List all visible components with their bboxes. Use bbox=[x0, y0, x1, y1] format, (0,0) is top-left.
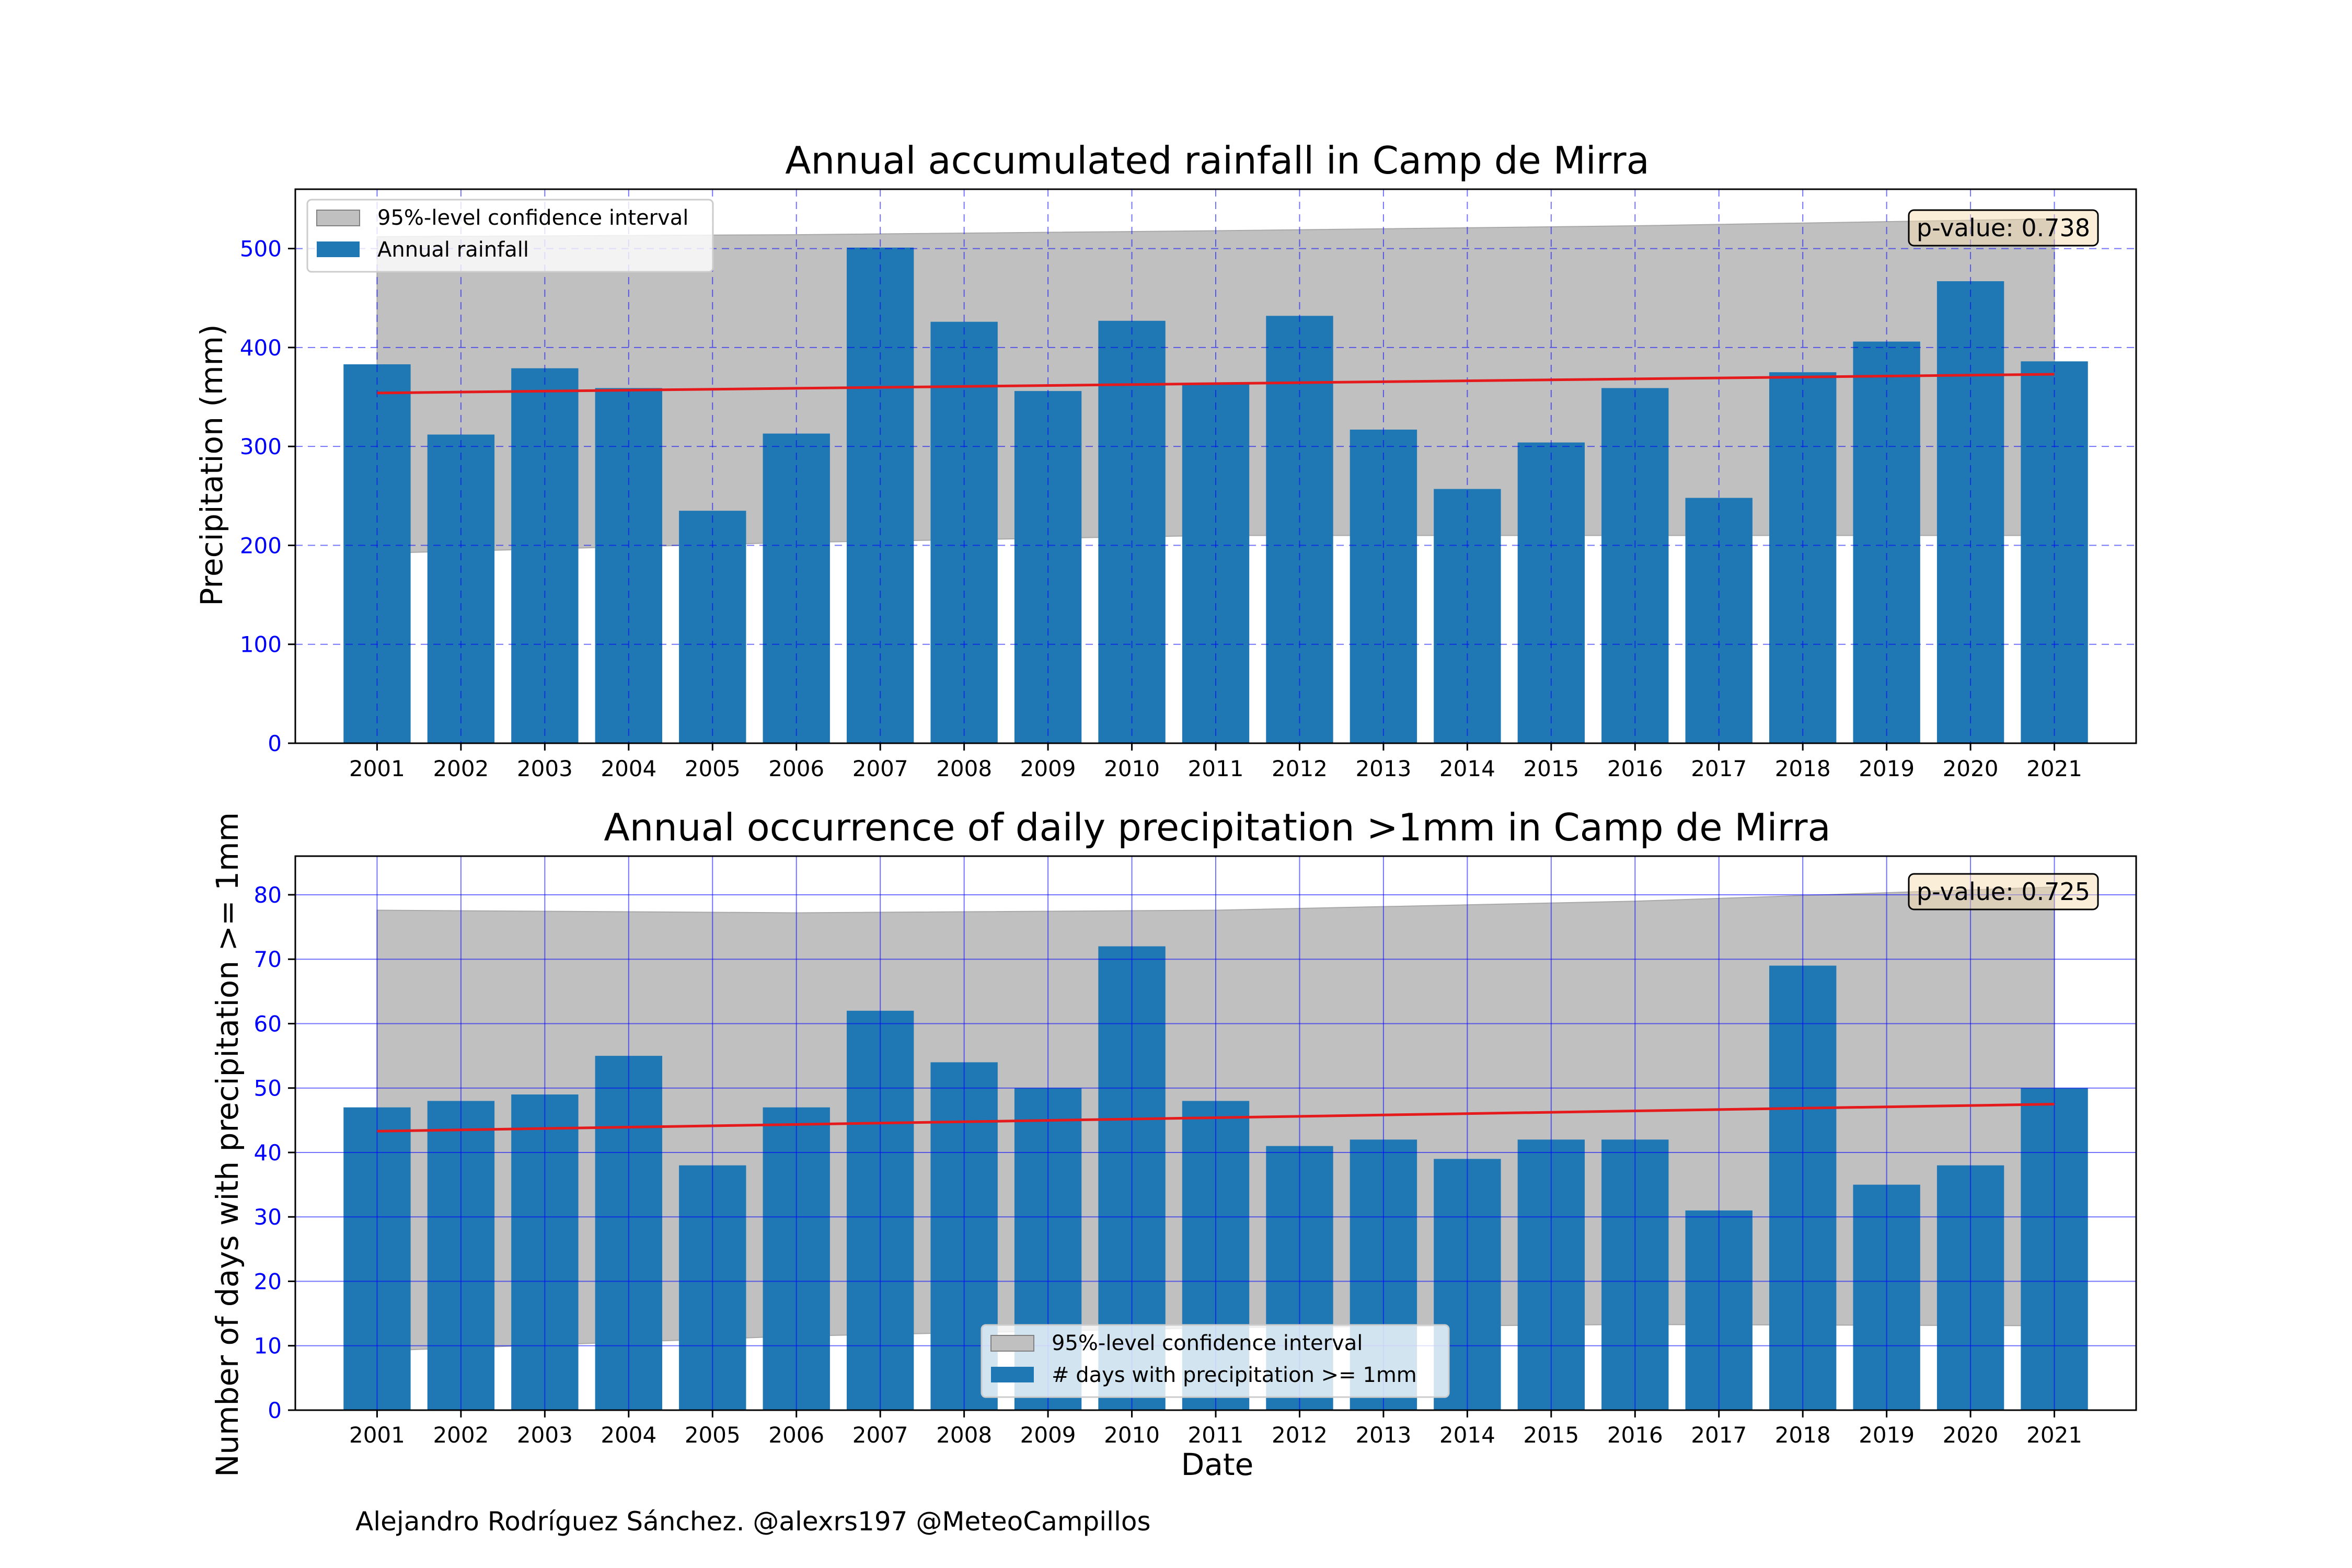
x-tick-label: 2002 bbox=[433, 1422, 489, 1448]
trend-line bbox=[377, 1103, 2055, 1133]
x-tick-label: 2012 bbox=[1272, 1422, 1328, 1448]
legend-swatch-bars bbox=[317, 241, 360, 257]
x-tick-label: 2007 bbox=[852, 756, 908, 781]
x-tick-label: 2005 bbox=[685, 1422, 741, 1448]
x-tick-label: 2019 bbox=[1859, 1422, 1915, 1448]
legend: 95%-level confidence interval Annual rai… bbox=[306, 199, 714, 273]
legend-bars-label: # days with precipitation >= 1mm bbox=[1052, 1363, 1417, 1387]
y-tick-label: 100 bbox=[240, 632, 282, 658]
legend-box bbox=[981, 1324, 1450, 1398]
p-value-label: p-value: 0.725 bbox=[1917, 878, 2090, 906]
x-tick-label: 2021 bbox=[2026, 1422, 2082, 1448]
p-value-label: p-value: 0.738 bbox=[1917, 214, 2090, 242]
x-tick-label: 2018 bbox=[1775, 1422, 1831, 1448]
x-tick-label: 2019 bbox=[1859, 756, 1915, 781]
trend-line-segment bbox=[377, 1103, 2055, 1133]
trend-line-segment bbox=[377, 373, 2055, 395]
legend-band-label: 95%-level confidence interval bbox=[1052, 1331, 1363, 1355]
x-tick-label: 2003 bbox=[517, 756, 573, 781]
x-tick-label: 2011 bbox=[1188, 756, 1244, 781]
x-tick-label: 2020 bbox=[1943, 756, 1999, 781]
x-tick-label: 2008 bbox=[936, 1422, 992, 1448]
x-ticks: 2001 2002 2003 2004 2005 2006 2007 2008 2009 2010… bbox=[349, 743, 2082, 781]
legend-box bbox=[306, 199, 714, 273]
x-tick-label: 2009 bbox=[1020, 756, 1076, 781]
bars bbox=[343, 247, 2088, 743]
legend: 95%-level confidence interval # days wit… bbox=[981, 1324, 1450, 1398]
p-value-box: p-value: 0.738 bbox=[1908, 209, 2099, 247]
x-tick-label: 2006 bbox=[768, 756, 824, 781]
y-tick-label: 70 bbox=[254, 947, 282, 972]
x-tick-label: 2004 bbox=[601, 756, 656, 781]
y-tick-label: 30 bbox=[254, 1204, 282, 1230]
x-tick-label: 2013 bbox=[1355, 756, 1411, 781]
x-tick-label: 2017 bbox=[1691, 1422, 1747, 1448]
x-ticks: 2001 2002 2003 2004 2005 2006 2007 2008 2009 2010… bbox=[349, 1410, 2082, 1448]
bar-2020 bbox=[1936, 281, 2004, 743]
trend-line bbox=[377, 373, 2055, 395]
y-tick-label: 400 bbox=[240, 335, 282, 361]
x-tick-label: 2009 bbox=[1020, 1422, 1076, 1448]
y-tick-label: 20 bbox=[254, 1269, 282, 1294]
y-ticks: 0 100 200 300 400 500 bbox=[240, 236, 295, 756]
y-tick-label: 500 bbox=[240, 236, 282, 262]
x-tick-label: 2012 bbox=[1272, 756, 1328, 781]
x-tick-label: 2021 bbox=[2026, 756, 2082, 781]
legend-swatch-band bbox=[316, 210, 360, 226]
x-tick-label: 2007 bbox=[852, 1422, 908, 1448]
y-tick-label: 60 bbox=[254, 1011, 282, 1036]
y-axis-label: Number of days with precipitation >= 1mm bbox=[210, 812, 245, 1477]
rainfall-chart: Annual accumulated rainfall in Camp de M… bbox=[194, 139, 2137, 781]
x-tick-label: 2016 bbox=[1607, 756, 1663, 781]
x-tick-label: 2014 bbox=[1439, 1422, 1495, 1448]
credit-text: Alejandro Rodríguez Sánchez. @alexrs197 … bbox=[355, 1506, 1151, 1537]
x-tick-label: 2015 bbox=[1523, 1422, 1579, 1448]
y-ticks: 0 10 20 30 40 50 60 70 80 bbox=[254, 882, 295, 1423]
y-tick-label: 10 bbox=[254, 1333, 282, 1359]
x-tick-label: 2013 bbox=[1355, 1422, 1411, 1448]
y-tick-label: 0 bbox=[268, 731, 282, 756]
rainy-days-chart: Annual occurrence of daily precipitation… bbox=[210, 805, 2137, 1482]
legend-bars-label: Annual rainfall bbox=[377, 238, 529, 262]
x-tick-label: 2002 bbox=[433, 756, 489, 781]
grid bbox=[295, 856, 2136, 1410]
chart-title: Annual accumulated rainfall in Camp de M… bbox=[785, 139, 1650, 182]
x-tick-label: 2003 bbox=[517, 1422, 573, 1448]
x-tick-label: 2018 bbox=[1775, 756, 1831, 781]
y-tick-label: 80 bbox=[254, 882, 282, 908]
y-tick-label: 0 bbox=[268, 1398, 282, 1423]
x-tick-label: 2015 bbox=[1523, 756, 1579, 781]
bar-2011 bbox=[1182, 384, 1250, 743]
x-tick-label: 2017 bbox=[1691, 756, 1747, 781]
p-value-frame bbox=[1908, 209, 2099, 247]
x-axis-label: Date bbox=[1181, 1447, 1254, 1482]
x-tick-label: 2010 bbox=[1104, 756, 1160, 781]
p-value-frame bbox=[1908, 873, 2099, 910]
chart-title: Annual occurrence of daily precipitation… bbox=[604, 805, 1830, 849]
legend-band-label: 95%-level confidence interval bbox=[377, 206, 688, 230]
x-tick-label: 2005 bbox=[685, 756, 741, 781]
x-tick-label: 2001 bbox=[349, 1422, 405, 1448]
x-tick-label: 2008 bbox=[936, 756, 992, 781]
y-tick-label: 200 bbox=[240, 533, 282, 558]
x-tick-label: 2020 bbox=[1943, 1422, 1999, 1448]
y-axis-label: Precipitation (mm) bbox=[194, 324, 229, 606]
x-tick-label: 2001 bbox=[349, 756, 405, 781]
y-tick-label: 300 bbox=[240, 434, 282, 459]
x-tick-label: 2016 bbox=[1607, 1422, 1663, 1448]
x-tick-label: 2004 bbox=[601, 1422, 656, 1448]
legend-swatch-band bbox=[990, 1335, 1034, 1352]
x-tick-label: 2014 bbox=[1439, 756, 1495, 781]
legend-swatch-bars bbox=[991, 1367, 1034, 1382]
x-tick-label: 2010 bbox=[1104, 1422, 1160, 1448]
p-value-box: p-value: 0.725 bbox=[1908, 873, 2099, 910]
x-tick-label: 2011 bbox=[1188, 1422, 1244, 1448]
y-tick-label: 50 bbox=[254, 1076, 282, 1101]
y-tick-label: 40 bbox=[254, 1140, 282, 1166]
x-tick-label: 2006 bbox=[768, 1422, 824, 1448]
